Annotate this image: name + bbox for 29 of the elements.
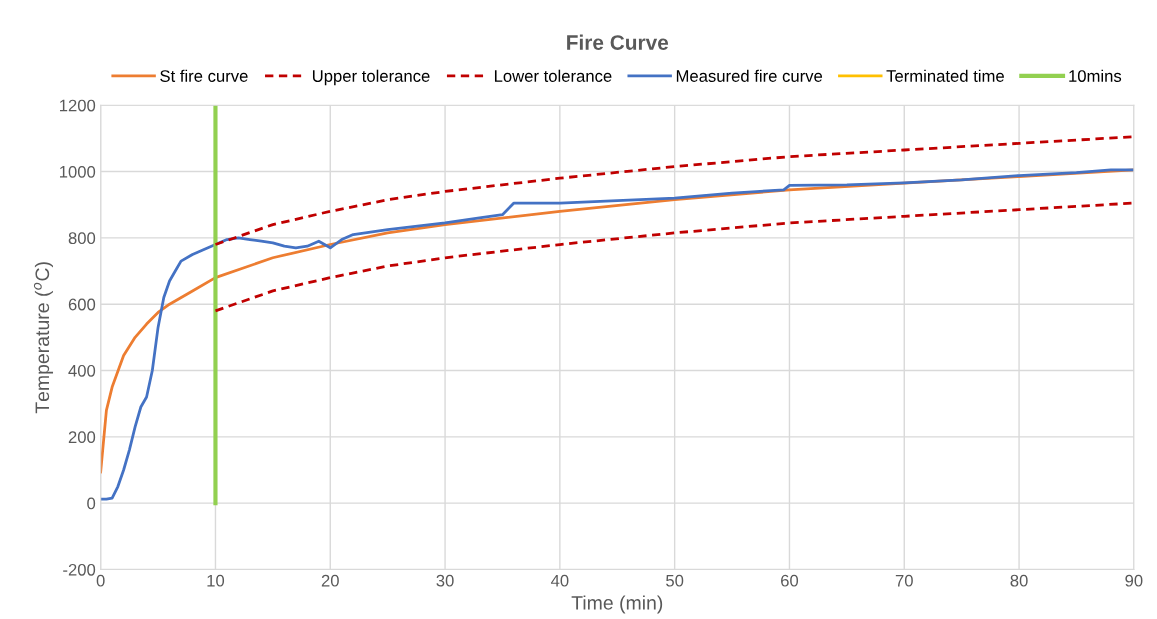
x-tick-label: 90 — [1125, 574, 1143, 587]
y-tick-label: 400 — [68, 364, 96, 377]
legend-label: Terminated time — [886, 69, 1004, 82]
legend-label: Measured fire curve — [676, 69, 823, 82]
line-series — [214, 201, 1134, 313]
y-tick-label: 1200 — [60, 99, 96, 112]
x-tick-label: 0 — [96, 574, 105, 587]
x-tick-label: 80 — [1010, 574, 1028, 587]
legend-label: Upper tolerance — [312, 69, 430, 86]
line-series — [214, 135, 1134, 246]
y-tick-label: 1000 — [60, 165, 96, 178]
y-tick-label: 200 — [68, 431, 96, 444]
legend-label: St fire curve — [160, 69, 248, 82]
y-axis-title: Temperature ($^{o}$C) — [33, 262, 54, 414]
x-tick-label: 30 — [436, 574, 454, 587]
x-tick-label: 70 — [895, 574, 913, 587]
x-tick-label: 40 — [550, 574, 569, 587]
chart-title: Fire Curve — [567, 34, 669, 50]
y-tick-label: -200 — [63, 563, 96, 576]
y-tick-label: 600 — [68, 298, 96, 311]
x-tick-label: 10 — [207, 574, 225, 587]
legend-label: Lower tolerance — [494, 69, 612, 82]
y-tick-label: 0 — [87, 497, 96, 510]
x-tick-label: 50 — [666, 574, 684, 587]
y-tick-label: 800 — [68, 232, 96, 245]
x-tick-label: 60 — [781, 574, 799, 587]
legend-label: 10mins — [1069, 69, 1122, 82]
x-tick-label: 20 — [321, 574, 339, 587]
x-axis-title: Time (min) — [571, 595, 663, 614]
